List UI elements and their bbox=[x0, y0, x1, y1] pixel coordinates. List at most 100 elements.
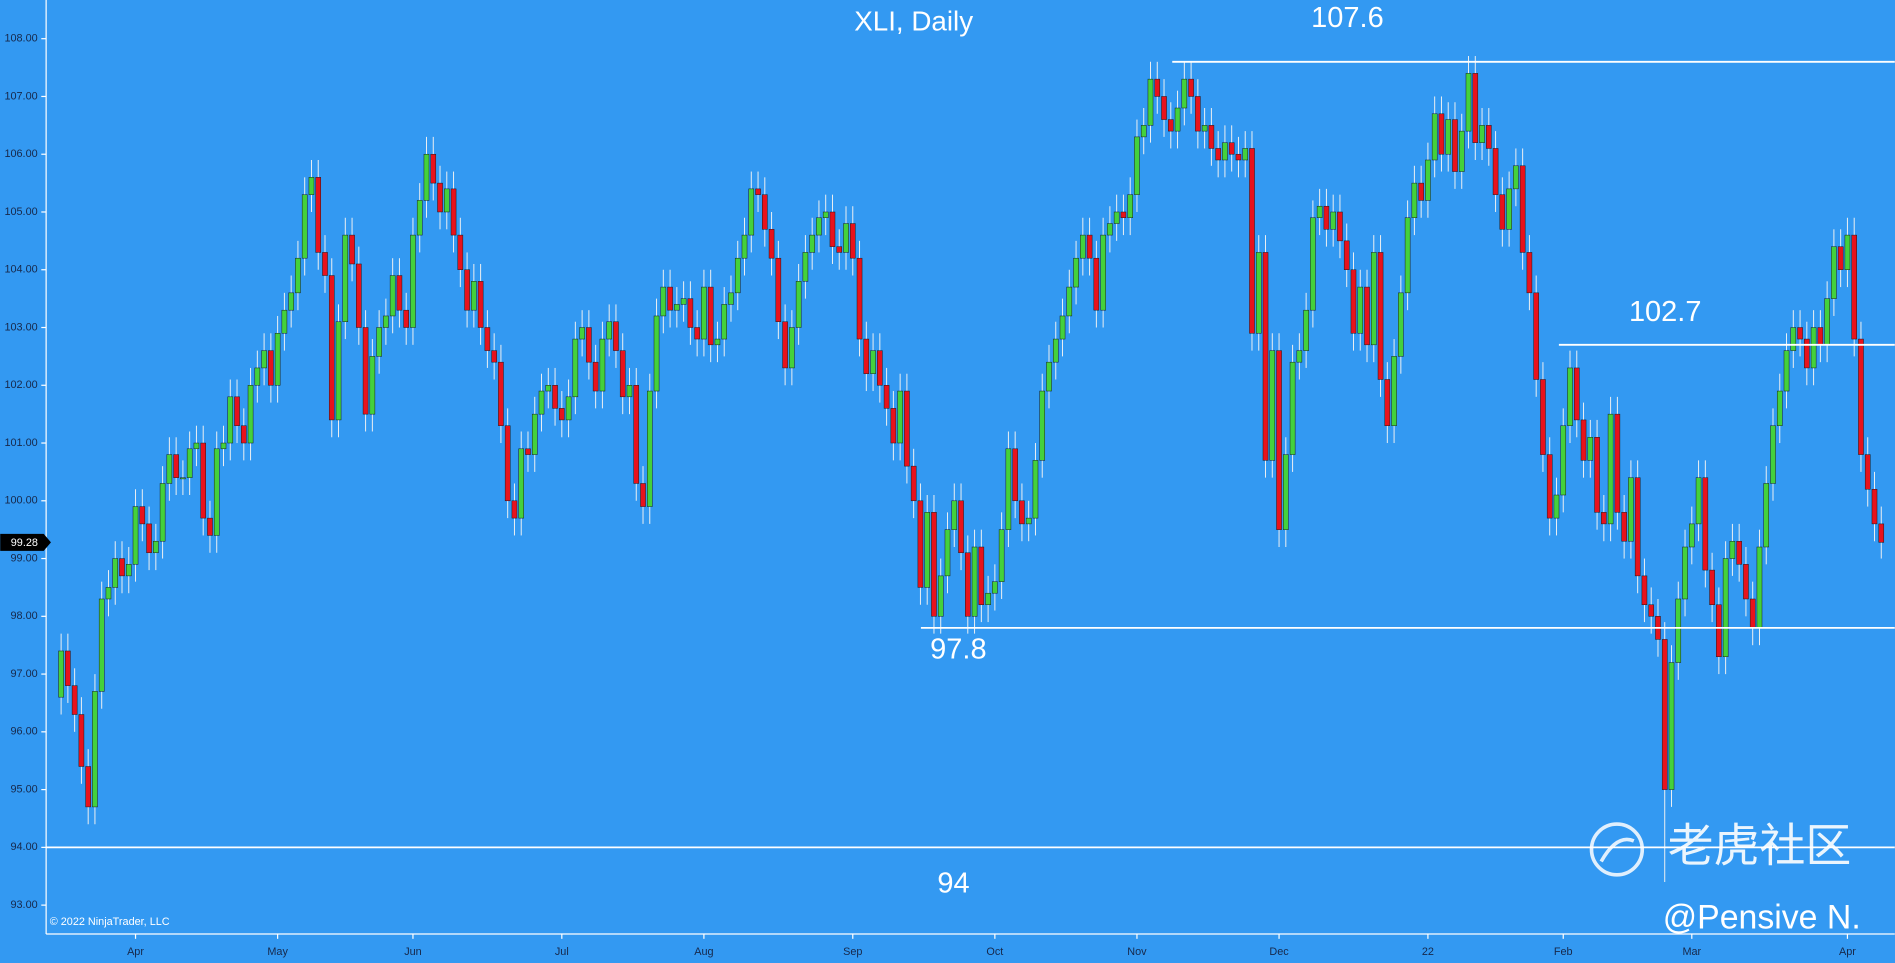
candle-body bbox=[1878, 523, 1885, 543]
candle-body bbox=[863, 338, 870, 374]
candle-body bbox=[951, 500, 958, 530]
candle-body bbox=[153, 540, 159, 554]
candle-body bbox=[1039, 390, 1046, 461]
y-tick-label: 105.00 bbox=[4, 206, 37, 218]
candle-body bbox=[1817, 327, 1824, 346]
candle-body bbox=[1289, 361, 1296, 455]
candle-body bbox=[626, 385, 633, 398]
candle-body bbox=[1303, 309, 1309, 351]
candle-body bbox=[1147, 78, 1154, 126]
candle-body bbox=[1316, 205, 1323, 219]
candle-body bbox=[180, 477, 186, 480]
candle-body bbox=[1614, 413, 1621, 513]
candle-body bbox=[1580, 419, 1587, 461]
candle-body bbox=[1465, 73, 1472, 132]
candle-body bbox=[1607, 413, 1614, 525]
y-tick-label: 102.00 bbox=[4, 379, 37, 391]
candle-body bbox=[606, 321, 612, 340]
candle-body bbox=[1776, 390, 1783, 426]
candle-body bbox=[511, 500, 518, 519]
candle-body bbox=[1255, 252, 1262, 334]
candle-body bbox=[1864, 454, 1871, 490]
candle-body bbox=[1127, 194, 1133, 219]
candle-body bbox=[1689, 523, 1695, 548]
candle-body bbox=[1756, 546, 1763, 629]
candle-body bbox=[728, 292, 734, 305]
candle-body bbox=[1837, 246, 1844, 270]
candle-body bbox=[477, 281, 484, 328]
candle-body bbox=[1601, 512, 1607, 525]
candle-body bbox=[559, 408, 565, 421]
candle-body bbox=[1046, 361, 1052, 392]
candle-body bbox=[1411, 182, 1418, 219]
candle-body bbox=[1810, 327, 1817, 369]
candle-body bbox=[1276, 350, 1282, 530]
candle-body bbox=[227, 396, 234, 444]
candle-body bbox=[288, 292, 294, 311]
candle-body bbox=[1107, 223, 1113, 236]
candle-body bbox=[904, 390, 910, 467]
candle-body bbox=[193, 442, 200, 450]
candle-body bbox=[1249, 148, 1255, 334]
watermark-logo bbox=[1589, 822, 1645, 877]
candle-body bbox=[1540, 379, 1546, 455]
candle-body bbox=[1100, 234, 1106, 311]
candle-body bbox=[849, 223, 856, 259]
candle-body bbox=[1337, 211, 1343, 242]
candle-body bbox=[328, 275, 335, 421]
candle-body bbox=[254, 367, 261, 386]
x-tick-label: May bbox=[267, 946, 288, 958]
candle-body bbox=[1722, 558, 1729, 657]
candle-body bbox=[498, 361, 504, 426]
candle-body bbox=[1661, 639, 1668, 790]
candle-body bbox=[944, 529, 951, 577]
last-price-tag bbox=[0, 533, 51, 551]
candle-body bbox=[1012, 448, 1018, 502]
candle-body bbox=[1242, 148, 1248, 161]
candle-body bbox=[112, 558, 119, 588]
candle-body bbox=[897, 390, 903, 444]
y-tick-label: 106.00 bbox=[4, 148, 37, 160]
candle-body bbox=[518, 448, 524, 519]
candle-body bbox=[1398, 292, 1404, 357]
candle-body bbox=[572, 338, 579, 398]
candle-body bbox=[410, 234, 416, 328]
candle-body bbox=[1195, 96, 1201, 132]
candle-body bbox=[1323, 205, 1330, 230]
candle-body bbox=[782, 321, 788, 369]
candle-body bbox=[592, 361, 599, 392]
candle-body bbox=[1499, 194, 1506, 230]
candle-body bbox=[1546, 454, 1553, 519]
candle-body bbox=[978, 546, 985, 606]
candle-body bbox=[342, 234, 349, 322]
candle-body bbox=[1472, 73, 1479, 143]
candle-body bbox=[403, 309, 409, 328]
candle-body bbox=[1573, 367, 1580, 421]
candle-body bbox=[1181, 78, 1188, 109]
candle-body bbox=[1695, 477, 1702, 525]
candle-body bbox=[322, 252, 328, 276]
candle-body bbox=[207, 517, 213, 536]
candle-body bbox=[640, 483, 646, 507]
candle-body bbox=[701, 286, 707, 340]
candle-body bbox=[1161, 96, 1167, 120]
y-tick-label: 99.00 bbox=[10, 552, 37, 564]
candle-body bbox=[308, 177, 315, 195]
candle-body bbox=[315, 177, 322, 253]
candle-body bbox=[1208, 125, 1215, 149]
candle-body bbox=[159, 483, 166, 542]
x-tick-label: Mar bbox=[1682, 946, 1701, 958]
candle-body bbox=[450, 188, 457, 236]
candle-body bbox=[802, 252, 809, 282]
candle-body bbox=[531, 413, 538, 455]
candle-body bbox=[1350, 269, 1357, 334]
candle-body bbox=[660, 286, 667, 317]
candle-body bbox=[1445, 119, 1451, 155]
candle-body bbox=[213, 448, 220, 536]
candle-body bbox=[1384, 379, 1391, 426]
candle-body bbox=[775, 257, 782, 322]
candle-body bbox=[295, 257, 301, 294]
candle-body bbox=[139, 506, 146, 525]
candle-body bbox=[1831, 246, 1837, 299]
